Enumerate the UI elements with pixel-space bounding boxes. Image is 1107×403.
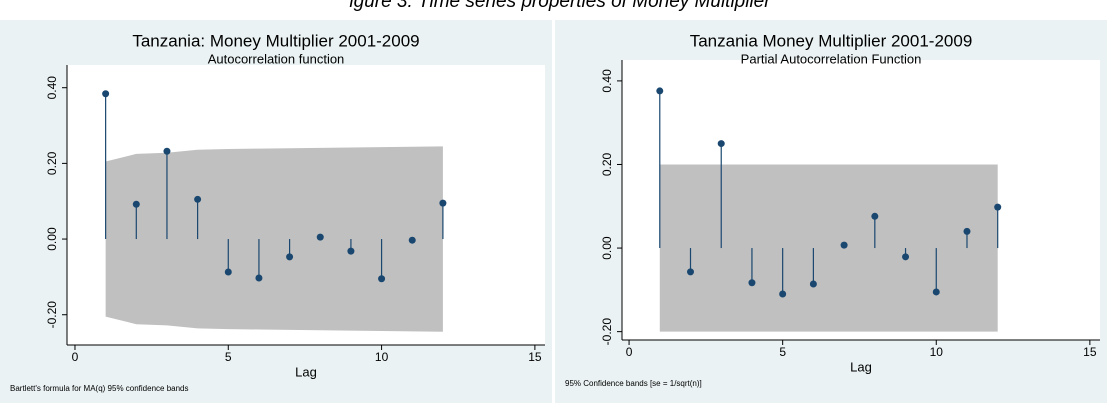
y-tick-label: 0.40	[600, 69, 614, 93]
x-tick-label: 5	[225, 350, 232, 364]
point	[378, 275, 386, 283]
chart-subtitle: Autocorrelation function	[208, 51, 345, 66]
point	[748, 279, 756, 287]
point	[809, 280, 817, 288]
y-tick-label: -0.20	[45, 301, 59, 329]
confidence-band	[105, 146, 443, 332]
point	[347, 247, 355, 255]
point	[102, 90, 110, 98]
point	[963, 227, 971, 235]
y-tick-label: 0.20	[45, 151, 59, 175]
point	[163, 147, 171, 155]
point	[194, 195, 202, 203]
x-tick-label: 0	[626, 345, 633, 359]
point	[902, 253, 910, 261]
y-tick-label: 0.20	[600, 152, 614, 176]
y-tick-label: 0.00	[600, 236, 614, 260]
confidence-band	[659, 164, 998, 332]
y-tick-label: 0.40	[45, 76, 59, 100]
x-tick-label: 10	[930, 345, 944, 359]
point	[687, 268, 695, 276]
y-tick-label: -0.20	[600, 318, 614, 346]
x-tick-label: 5	[779, 345, 786, 359]
note: 95% Confidence bands [se = 1/sqrt(n)]	[565, 379, 702, 388]
point	[840, 241, 848, 249]
x-tick-label: 10	[375, 350, 389, 364]
caption: igure 3: Time series properties of Money…	[349, 0, 771, 12]
x-axis-label: Lag	[295, 364, 317, 379]
x-tick-label: 15	[1083, 345, 1097, 359]
point	[224, 268, 232, 276]
point	[871, 212, 879, 220]
point	[286, 253, 294, 261]
point	[255, 274, 263, 282]
point	[717, 140, 725, 148]
point	[132, 200, 140, 208]
point	[779, 290, 787, 298]
chart-subtitle: Partial Autocorrelation Function	[741, 51, 922, 66]
point	[408, 236, 416, 244]
point	[932, 288, 940, 296]
x-axis-label: Lag	[850, 359, 872, 374]
point	[994, 203, 1002, 211]
point	[656, 87, 664, 95]
point	[439, 199, 447, 207]
x-tick-label: 15	[528, 350, 542, 364]
x-tick-label: 0	[72, 350, 79, 364]
point	[316, 233, 324, 241]
y-tick-label: 0.00	[45, 227, 59, 251]
note: Bartlett's formula for MA(q) 95% confide…	[10, 384, 189, 393]
chart-title: Tanzania: Money Multiplier 2001-2009	[132, 31, 419, 50]
chart-title: Tanzania Money Multiplier 2001-2009	[690, 31, 973, 50]
